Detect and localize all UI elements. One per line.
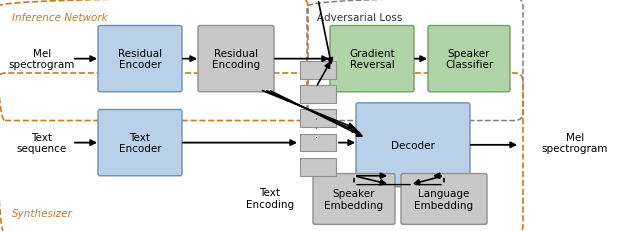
Text: Residual
Encoder: Residual Encoder: [118, 49, 162, 70]
Text: Decoder: Decoder: [391, 140, 435, 150]
FancyBboxPatch shape: [313, 174, 395, 224]
FancyBboxPatch shape: [428, 26, 510, 92]
FancyBboxPatch shape: [300, 86, 336, 103]
Text: Inference Network: Inference Network: [12, 13, 108, 23]
FancyBboxPatch shape: [300, 110, 336, 128]
Text: Adversarial Loss: Adversarial Loss: [317, 13, 403, 23]
Text: Text
Encoding: Text Encoding: [246, 187, 294, 209]
Text: Residual
Encoding: Residual Encoding: [212, 49, 260, 70]
FancyBboxPatch shape: [300, 134, 336, 152]
FancyBboxPatch shape: [98, 26, 182, 92]
FancyBboxPatch shape: [98, 110, 182, 176]
FancyBboxPatch shape: [330, 26, 414, 92]
Text: Gradient
Reversal: Gradient Reversal: [349, 49, 395, 70]
Text: Text
Encoder: Text Encoder: [119, 132, 162, 154]
Text: Mel
spectrogram: Mel spectrogram: [542, 132, 608, 154]
Text: Synthesizer: Synthesizer: [12, 208, 73, 218]
Text: Speaker
Classifier: Speaker Classifier: [445, 49, 493, 70]
FancyBboxPatch shape: [401, 174, 487, 224]
Text: ·  ·  ·: · · ·: [313, 116, 323, 137]
FancyBboxPatch shape: [300, 62, 336, 79]
Text: Language
Embedding: Language Embedding: [414, 188, 473, 210]
FancyBboxPatch shape: [356, 103, 470, 187]
FancyBboxPatch shape: [300, 158, 336, 176]
Text: Mel
spectrogram: Mel spectrogram: [9, 49, 75, 70]
Text: Speaker
Embedding: Speaker Embedding: [324, 188, 384, 210]
FancyBboxPatch shape: [198, 26, 274, 92]
Text: Text
sequence: Text sequence: [17, 132, 67, 154]
